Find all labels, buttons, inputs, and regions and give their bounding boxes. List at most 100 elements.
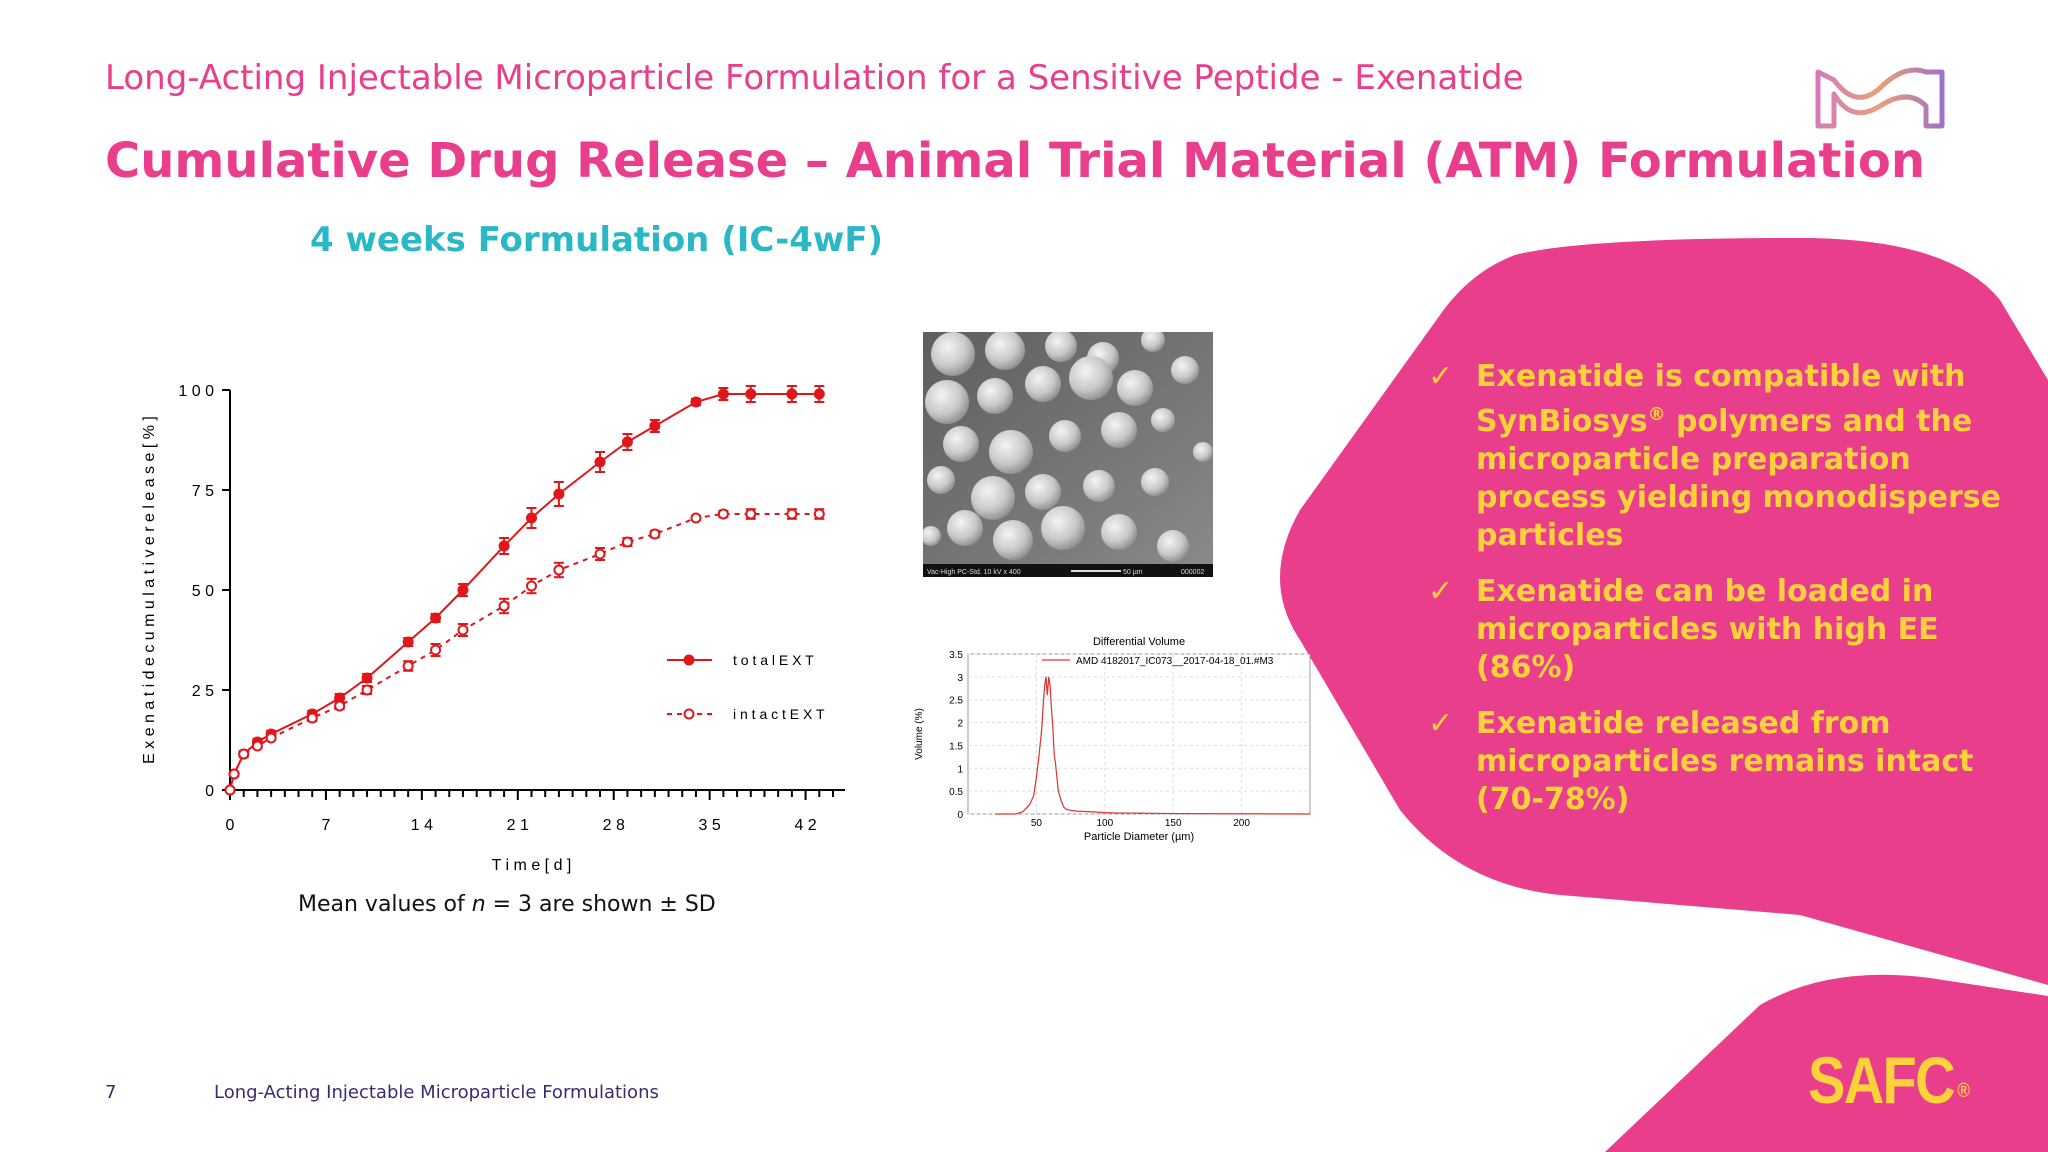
microparticle-sphere bbox=[927, 466, 955, 494]
psd-x-axis-label: Particle Diameter (µm) bbox=[1084, 831, 1194, 843]
x-tick-label: 2 8 bbox=[603, 817, 625, 834]
microparticle-sphere bbox=[977, 378, 1013, 414]
legend-label: i n t a c t E X T bbox=[733, 706, 825, 722]
psd-x-tick-label: 50 bbox=[1031, 818, 1043, 829]
intact-ext-point bbox=[649, 528, 661, 540]
intact-ext-point bbox=[224, 784, 236, 796]
particle-size-distribution-chart: 50 100 150 200 0 0.5 1 1.5 2 2.5 3 3.5 Differential … bbox=[914, 636, 1311, 843]
total-ext-point bbox=[813, 388, 825, 400]
intact-ext-point bbox=[553, 564, 565, 576]
slide-title: Cumulative Drug Release – Animal Trial M… bbox=[105, 133, 1926, 189]
total-ext-point bbox=[786, 388, 798, 400]
intact-ext-point bbox=[430, 644, 442, 656]
chart-note-prefix: Mean values of bbox=[298, 892, 472, 917]
total-ext-point bbox=[430, 612, 442, 624]
intact-ext-point bbox=[717, 508, 729, 520]
intact-ext-point bbox=[361, 684, 373, 696]
safc-registered-mark: ® bbox=[1957, 1080, 1970, 1102]
total-ext-point bbox=[594, 456, 606, 468]
total-ext-point bbox=[498, 540, 510, 552]
microparticle-sphere bbox=[931, 332, 975, 376]
psd-y-tick-label: 1 bbox=[957, 764, 963, 775]
microparticle-sphere bbox=[1101, 412, 1137, 448]
psd-x-tick-label: 150 bbox=[1165, 818, 1182, 829]
microparticle-spheres bbox=[923, 332, 1213, 562]
microparticle-sphere bbox=[1025, 366, 1061, 402]
intact-ext-point bbox=[594, 548, 606, 560]
presentation-supertitle: Long-Acting Injectable Microparticle For… bbox=[105, 58, 1524, 98]
total-ext-point bbox=[361, 672, 373, 684]
psd-legend-label: AMD 4182017_IC073__2017-04-18_01.#M3 bbox=[1076, 656, 1274, 667]
psd-y-tick-label: 0.5 bbox=[949, 787, 963, 798]
finding-item-compatibility: ✓ Exenatide is compatible with SynBiosys… bbox=[1428, 358, 2018, 555]
psd-y-tick-label: 2.5 bbox=[949, 696, 963, 707]
check-icon: ✓ bbox=[1428, 574, 1454, 609]
intact-ext-point bbox=[251, 740, 263, 752]
cumulative-release-chart: 0 2 5 5 0 7 5 1 0 0 0 7 1 4 2 1 2 8 3 5 4 2 T i m e … bbox=[141, 383, 845, 874]
microparticle-sphere bbox=[1083, 470, 1115, 502]
psd-y-axis-label: Volume (%) bbox=[914, 708, 925, 760]
x-tick-label: 2 1 bbox=[507, 817, 529, 834]
psd-y-tick-label: 3.5 bbox=[949, 650, 963, 661]
microparticle-sphere bbox=[1041, 506, 1085, 550]
legend-label: t o t a l E X T bbox=[733, 652, 814, 668]
microparticle-sphere bbox=[1025, 474, 1061, 510]
psd-series-line bbox=[995, 676, 1311, 815]
intact-ext-point bbox=[265, 732, 277, 744]
intact-ext-point bbox=[745, 508, 757, 520]
intact-ext-point bbox=[402, 660, 414, 672]
microparticle-sphere bbox=[989, 430, 1033, 474]
total-ext-point bbox=[526, 512, 537, 524]
psd-y-tick-label: 1.5 bbox=[949, 741, 963, 752]
total-ext-point bbox=[690, 396, 702, 408]
total-ext-point bbox=[649, 420, 661, 432]
microparticle-sphere bbox=[1141, 468, 1169, 496]
intact-ext-point bbox=[498, 600, 510, 612]
safc-logo: SAFC ® bbox=[1808, 1042, 1970, 1118]
total-ext-point bbox=[621, 436, 633, 448]
total-ext-point bbox=[457, 584, 469, 596]
x-tick-label: 1 4 bbox=[411, 817, 433, 834]
microparticle-sphere bbox=[1045, 332, 1077, 362]
intact-ext-point bbox=[334, 700, 346, 712]
intact-ext-point bbox=[306, 712, 318, 724]
microparticle-sphere bbox=[1193, 442, 1213, 462]
total-ext-point bbox=[402, 636, 414, 648]
key-findings-list: ✓ Exenatide is compatible with SynBiosys… bbox=[1428, 358, 2018, 837]
sem-image-id: 000002 bbox=[1181, 569, 1204, 576]
chart-note-suffix: = 3 are shown ± SD bbox=[485, 892, 716, 917]
microparticle-sphere bbox=[985, 332, 1025, 370]
finding-text: Exenatide can be loaded in microparticle… bbox=[1476, 574, 1939, 685]
total-ext-point bbox=[553, 488, 565, 500]
psd-y-tick-label: 2 bbox=[957, 719, 963, 730]
chart-note: Mean values of n = 3 are shown ± SD bbox=[298, 892, 716, 917]
pink-hexagon-shape bbox=[1280, 238, 2048, 985]
intact-ext-line bbox=[229, 513, 820, 791]
x-tick-label: 4 2 bbox=[794, 817, 816, 834]
intact-ext-point bbox=[690, 512, 702, 524]
finding-text-cont: polymers and the microparticle preparati… bbox=[1476, 404, 2001, 553]
microparticle-sphere bbox=[1157, 530, 1189, 562]
microparticle-sphere bbox=[925, 380, 969, 424]
intact-ext-point bbox=[228, 768, 240, 780]
finding-text: Exenatide released from microparticles r… bbox=[1476, 706, 1974, 817]
safc-brand: SAFC bbox=[1808, 1043, 1956, 1117]
finding-text: Exenatide is compatible with SynBiosys bbox=[1476, 359, 1966, 439]
finding-item-loading: ✓ Exenatide can be loaded in micropartic… bbox=[1428, 573, 2018, 687]
x-tick-label: 3 5 bbox=[699, 817, 721, 834]
microparticle-sphere bbox=[1141, 332, 1165, 352]
sem-scale-label: 50 µm bbox=[1123, 569, 1143, 576]
microparticle-sphere bbox=[923, 526, 941, 546]
formulation-subtitle: 4 weeks Formulation (IC-4wF) bbox=[310, 220, 884, 260]
microparticle-sphere bbox=[1151, 408, 1175, 432]
check-icon: ✓ bbox=[1428, 359, 1454, 394]
microparticle-sphere bbox=[971, 476, 1015, 520]
sem-micrograph: Vac-High PC-Std. 10 kV x 400 50 µm 00000… bbox=[923, 332, 1213, 577]
psd-x-tick-label: 200 bbox=[1233, 818, 1250, 829]
sem-caption: Vac-High PC-Std. 10 kV x 400 bbox=[927, 569, 1021, 576]
x-axis-label: T i m e [ d ] bbox=[492, 857, 572, 874]
page-number: 7 bbox=[105, 1082, 117, 1103]
x-tick-label: 7 bbox=[321, 817, 330, 834]
microparticle-sphere bbox=[1069, 356, 1113, 400]
psd-title: Differential Volume bbox=[1093, 636, 1185, 648]
